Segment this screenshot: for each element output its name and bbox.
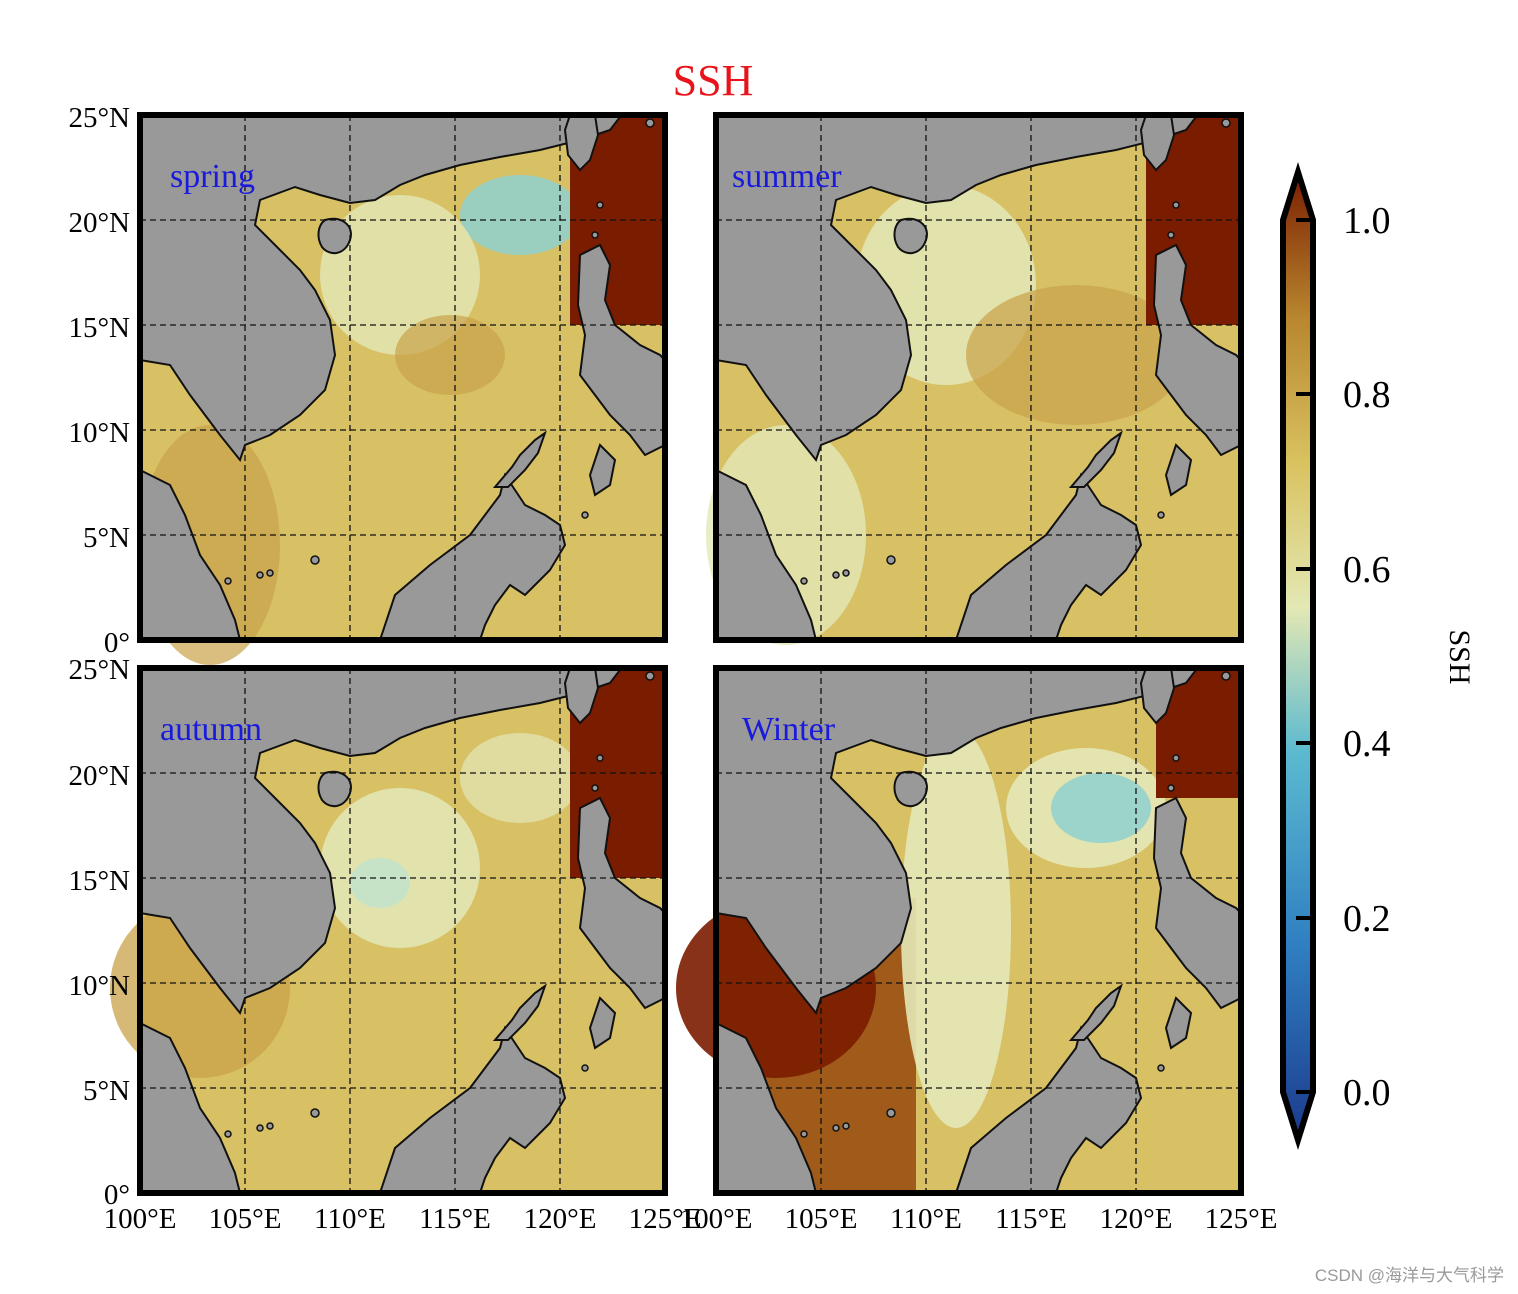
panel-label-autumn: autumn xyxy=(160,711,262,748)
lon-tick: 110°E xyxy=(314,1203,386,1235)
lat-tick: 0° xyxy=(104,1179,130,1211)
colorbar-tick: 0.2 xyxy=(1343,898,1391,940)
lon-tick: 120°E xyxy=(1100,1203,1173,1235)
lon-tick: 105°E xyxy=(209,1203,282,1235)
lat-tick: 25°N xyxy=(68,102,130,134)
panel-label-summer: summer xyxy=(732,158,842,195)
lon-axis-right: 100°E 105°E 110°E 115°E 120°E 125°E xyxy=(680,1203,1278,1235)
lon-tick: 125°E xyxy=(1205,1203,1278,1235)
colorbar: 1.0 0.8 0.6 0.4 0.2 0.0 SSH xyxy=(1280,161,1476,1151)
lon-tick: 120°E xyxy=(524,1203,597,1235)
lat-tick: 20°N xyxy=(68,207,130,239)
map-panel-winter: Winter xyxy=(676,665,1244,1196)
watermark: CSDN @海洋与大气科学 xyxy=(1314,1266,1504,1285)
lat-tick: 10°N xyxy=(68,970,130,1002)
lon-axis-left: 100°E 105°E 110°E 115°E 120°E 125°E xyxy=(104,1203,702,1235)
lon-tick: 105°E xyxy=(785,1203,858,1235)
lon-tick: 125°E xyxy=(629,1203,702,1235)
lat-tick: 15°N xyxy=(68,865,130,897)
lat-axis-top: 25°N 20°N 15°N 10°N 5°N 0° xyxy=(68,102,130,659)
figure-title: SSH xyxy=(673,56,754,105)
map-panel-autumn: autumn xyxy=(110,665,668,1196)
lon-tick: 100°E xyxy=(680,1203,753,1235)
colorbar-tick: 0.4 xyxy=(1343,723,1391,765)
lat-tick: 25°N xyxy=(68,654,130,686)
map-panel-spring: spring xyxy=(137,112,668,665)
colorbar-tick: 0.6 xyxy=(1343,549,1391,591)
lon-tick: 100°E xyxy=(104,1203,177,1235)
lon-tick: 115°E xyxy=(419,1203,491,1235)
lon-tick: 115°E xyxy=(995,1203,1067,1235)
lat-tick: 15°N xyxy=(68,312,130,344)
lat-tick: 0° xyxy=(104,627,130,659)
lat-tick: 10°N xyxy=(68,417,130,449)
colorbar-tick: 1.0 xyxy=(1343,200,1391,242)
colorbar-bar xyxy=(1280,161,1316,1151)
lon-tick: 110°E xyxy=(890,1203,962,1235)
colorbar-tick: 0.8 xyxy=(1343,374,1391,416)
lat-tick: 5°N xyxy=(83,1075,130,1107)
colorbar-label: SSH xyxy=(1443,629,1476,684)
panel-label-spring: spring xyxy=(170,158,255,195)
lat-tick: 5°N xyxy=(83,522,130,554)
map-panel-summer: summer xyxy=(706,112,1244,645)
panel-label-winter: Winter xyxy=(742,711,836,748)
lat-axis-bottom: 25°N 20°N 15°N 10°N 5°N 0° xyxy=(68,654,130,1211)
colorbar-tick: 0.0 xyxy=(1343,1072,1391,1114)
lat-tick: 20°N xyxy=(68,760,130,792)
